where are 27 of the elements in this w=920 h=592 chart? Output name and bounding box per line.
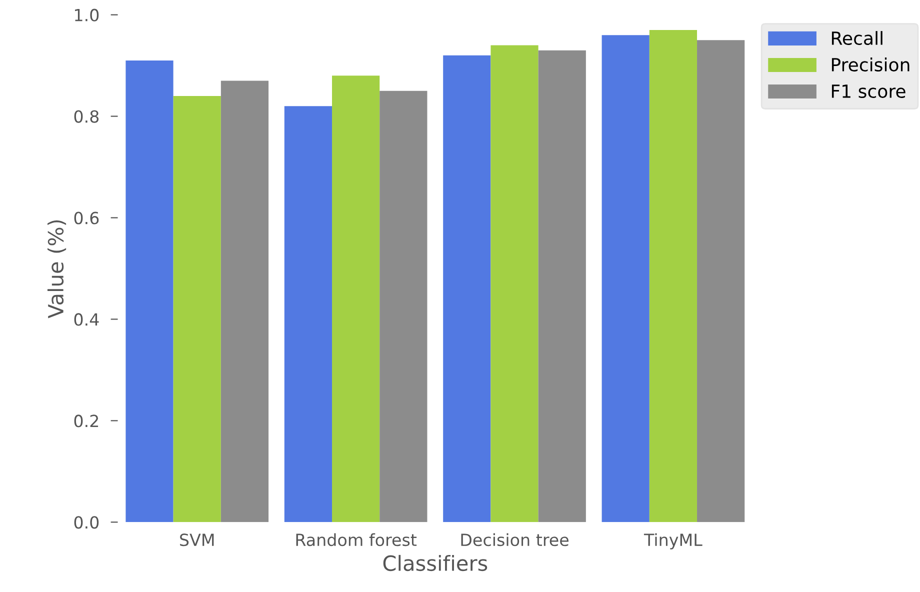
x-tick-label: Random forest bbox=[296, 533, 417, 546]
y-tick-label: 0.6 bbox=[74, 212, 99, 224]
bar bbox=[490, 45, 538, 522]
y-tick-label: 1.0 bbox=[75, 8, 99, 22]
legend-label: Precision bbox=[832, 58, 910, 72]
y-tick-label: 0.4 bbox=[74, 313, 99, 326]
legend-label: F1 score bbox=[832, 84, 906, 98]
x-tick-label: SVM bbox=[180, 534, 214, 546]
bar bbox=[443, 55, 491, 522]
bar bbox=[332, 76, 380, 522]
bar bbox=[380, 90, 428, 522]
bar bbox=[173, 96, 221, 522]
legend-label: Recall bbox=[832, 31, 882, 46]
bar bbox=[538, 50, 586, 522]
y-axis-title: Value (%) bbox=[47, 220, 66, 318]
x-tick-label: TinyML bbox=[644, 533, 702, 550]
x-tick-label: Decision tree bbox=[461, 533, 569, 546]
bar bbox=[284, 106, 332, 522]
y-tick-label: 0.0 bbox=[74, 516, 99, 529]
y-tick-label: 0.8 bbox=[74, 110, 99, 123]
bar bbox=[602, 35, 650, 522]
x-axis-title: Classifiers bbox=[383, 554, 488, 572]
bar bbox=[220, 80, 269, 522]
bar bbox=[126, 60, 174, 522]
bar bbox=[649, 30, 698, 522]
y-tick-label: 0.2 bbox=[74, 414, 98, 428]
bar bbox=[697, 40, 745, 522]
